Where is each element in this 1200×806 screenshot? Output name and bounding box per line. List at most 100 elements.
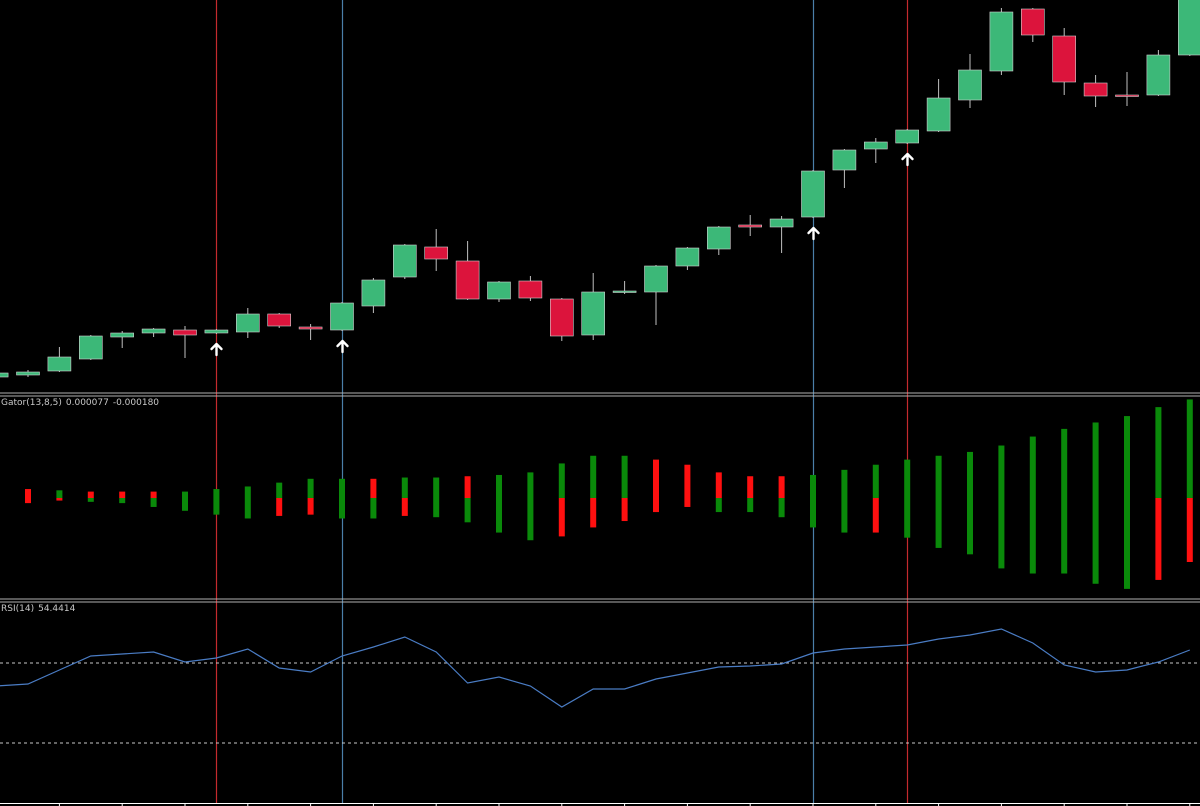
gator-lower-bar (496, 498, 502, 533)
gator-upper-bar (998, 445, 1005, 498)
bull-candle (361, 279, 386, 307)
up-arrow-icon (901, 152, 914, 167)
gator-lower-bar (1029, 498, 1036, 574)
bear-candle (455, 260, 480, 300)
gator-lower-bar (307, 498, 314, 515)
bull-candle (1146, 54, 1171, 96)
gator-value-upper: 0.000077 (65, 398, 109, 408)
bull-candle (863, 141, 888, 150)
up-arrow-icon (807, 226, 820, 241)
gator-upper-bar (244, 486, 251, 498)
gator-upper-bar (1155, 407, 1162, 498)
gator-lower-bar (904, 498, 911, 538)
bear-candle (1115, 94, 1139, 97)
gator-upper-bar (56, 490, 63, 498)
bull-candle (675, 247, 700, 267)
gator-lower-bar (1155, 498, 1162, 580)
price-pane[interactable] (0, 0, 1200, 378)
gator-lower-bar (464, 498, 471, 523)
gator-upper-bar (1092, 422, 1099, 498)
bull-candle (330, 302, 354, 331)
bull-candle (832, 149, 857, 171)
bear-candle (424, 246, 449, 260)
bull-candle (895, 129, 920, 144)
rsi-label: RSI(14) 54.4414 (1, 604, 79, 614)
bear-candle (1020, 8, 1045, 36)
gator-upper-bar (433, 477, 440, 498)
rsi-value: 54.4414 (38, 604, 76, 614)
gator-lower-bar (747, 498, 754, 513)
gator-upper-bar (1029, 436, 1036, 498)
gator-lower-bar (1124, 498, 1130, 589)
gator-value-lower: -0.000180 (112, 398, 160, 408)
gator-lower-bar (810, 498, 816, 528)
bull-candle (0, 372, 9, 378)
gator-upper-bar (150, 491, 157, 498)
gator-lower-bar (401, 498, 408, 516)
gator-upper-bar (496, 474, 502, 498)
gator-upper-bar (213, 489, 220, 498)
bull-candle (110, 332, 134, 338)
bull-candle (926, 97, 951, 132)
gator-upper-bar (87, 491, 94, 498)
signal-lines (215, 0, 909, 803)
bull-candle (612, 290, 637, 293)
gator-lower-bar (87, 498, 94, 502)
gator-upper-bar (558, 463, 565, 498)
bull-candle (958, 69, 982, 101)
bear-candle (173, 329, 197, 336)
gator-upper-bar (967, 451, 973, 498)
bull-candle (47, 356, 72, 372)
bear-candle (518, 280, 543, 299)
gator-lower-bar (558, 498, 565, 537)
gator-lower-bar (244, 498, 251, 519)
gator-label: Gator(13,8,5) 0.000077 -0.000180 (1, 398, 163, 408)
gator-upper-bar (872, 464, 879, 498)
gator-upper-bar (904, 459, 911, 498)
gator-lower-bar (590, 498, 597, 528)
gator-upper-bar (464, 476, 471, 498)
gator-upper-bar (25, 489, 31, 498)
rsi-name: RSI(14) (1, 604, 35, 614)
bear-candle (1083, 82, 1108, 97)
gator-lower-bar (684, 498, 691, 507)
bull-candle (1178, 0, 1200, 56)
bull-candle (204, 329, 229, 334)
gator-upper-bar (935, 455, 942, 498)
gator-lower-bar (1061, 498, 1068, 574)
gator-lower-bar (715, 498, 722, 513)
gator-lower-bar (621, 498, 628, 522)
gator-lower-bar (1092, 498, 1099, 584)
gator-upper-bar (370, 478, 377, 498)
rsi-pane[interactable] (0, 628, 1200, 744)
gator-lower-bar (841, 498, 848, 533)
gator-upper-bar (715, 472, 722, 498)
gator-lower-bar (182, 498, 188, 511)
gator-upper-bar (1124, 416, 1130, 498)
gator-lower-bar (872, 498, 879, 533)
gator-lower-bar (150, 498, 157, 507)
gator-lower-bar (25, 498, 31, 504)
bull-candle (487, 281, 511, 300)
bull-candle (769, 218, 794, 228)
gator-lower-bar (967, 498, 973, 555)
gator-upper-bar (684, 464, 691, 498)
gator-upper-bar (527, 472, 534, 498)
gator-upper-bar (182, 491, 188, 498)
gator-upper-bar (653, 459, 659, 498)
gator-pane[interactable] (25, 399, 1193, 589)
rsi-line (0, 628, 1191, 708)
up-arrow-icon (336, 339, 349, 354)
gator-lower-bar (339, 498, 345, 519)
gator-lower-bar (653, 498, 659, 513)
gator-upper-bar (1186, 399, 1193, 498)
bull-candle (392, 244, 417, 278)
bull-candle (801, 170, 825, 218)
up-arrow-icon (210, 342, 223, 357)
gator-upper-bar (339, 478, 345, 498)
gator-upper-bar (119, 491, 126, 498)
gator-upper-bar (307, 478, 314, 498)
gator-upper-bar (621, 455, 628, 498)
pane-separators[interactable] (0, 392, 1200, 603)
